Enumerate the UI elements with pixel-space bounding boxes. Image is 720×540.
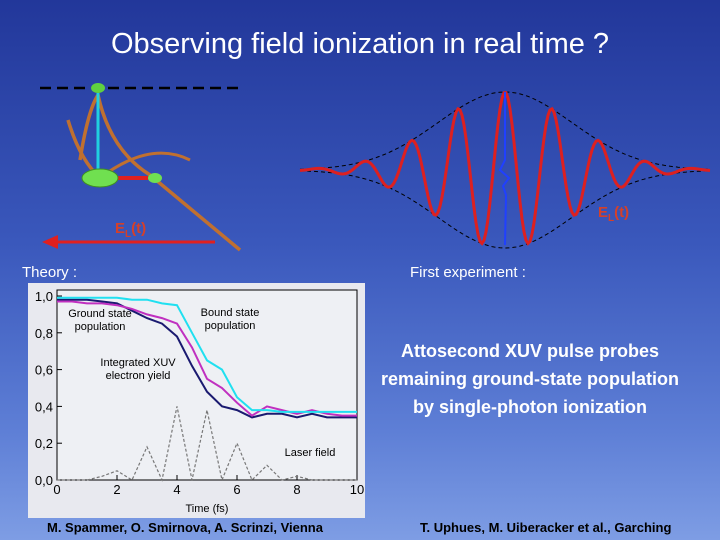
- series-label: Ground state population: [68, 308, 132, 333]
- xuv-pulse: [498, 92, 511, 246]
- field-arrowhead: [42, 235, 58, 249]
- series-label: Bound state population: [200, 307, 260, 332]
- slide-title: Observing field ionization in real time …: [110, 28, 610, 60]
- field-base: E: [598, 204, 609, 221]
- y-tick-label: 1,0: [35, 289, 53, 304]
- series-line: [57, 298, 357, 419]
- x-axis-title: Time (fs): [186, 503, 229, 515]
- footer-right: T. Uphues, M. Uiberacker et al., Garchin…: [420, 520, 672, 535]
- field-label: EL(t): [598, 204, 629, 224]
- experiment-label: First experiment :: [410, 264, 526, 281]
- x-tick-label: 10: [350, 482, 364, 497]
- y-tick-label: 0,2: [35, 436, 53, 451]
- plot-area: [56, 289, 358, 481]
- experiment-text: Attosecond XUV pulse probes remaining gr…: [381, 341, 679, 417]
- x-tick-label: 4: [173, 482, 180, 497]
- y-tick-label: 0,4: [35, 399, 53, 414]
- envelope: [299, 170, 711, 249]
- footer-left: M. Spammer, O. Smirnova, A. Scrinzi, Vie…: [47, 520, 323, 535]
- y-tick-label: 0,0: [35, 473, 53, 488]
- x-tick-label: 0: [53, 482, 60, 497]
- series-label: Laser field: [284, 447, 336, 459]
- excited-state: [91, 83, 105, 93]
- x-tick-label: 8: [293, 482, 300, 497]
- field-rest: (t): [131, 220, 147, 237]
- field-sub: L: [125, 229, 132, 240]
- field-base: E: [115, 220, 126, 237]
- series-line: [57, 296, 357, 413]
- ground-state: [81, 168, 119, 188]
- y-tick-label: 0,8: [35, 326, 53, 341]
- field-label: EL(t): [115, 220, 146, 240]
- field-rest: (t): [614, 204, 630, 221]
- tunneled-state: [148, 173, 162, 183]
- series-label: Integrated XUV electron yield: [100, 357, 176, 382]
- y-tick-label: 0,6: [35, 363, 53, 378]
- theory-label: Theory :: [22, 264, 78, 281]
- field-sub: L: [608, 213, 615, 224]
- x-tick-label: 2: [113, 482, 120, 497]
- x-tick-label: 6: [233, 482, 240, 497]
- chart: 0,0 0,2 0,4 0,6 0,8 1,0 0 2 4 6 8 10 Time (fs): [35, 289, 364, 515]
- series-line: [57, 406, 357, 483]
